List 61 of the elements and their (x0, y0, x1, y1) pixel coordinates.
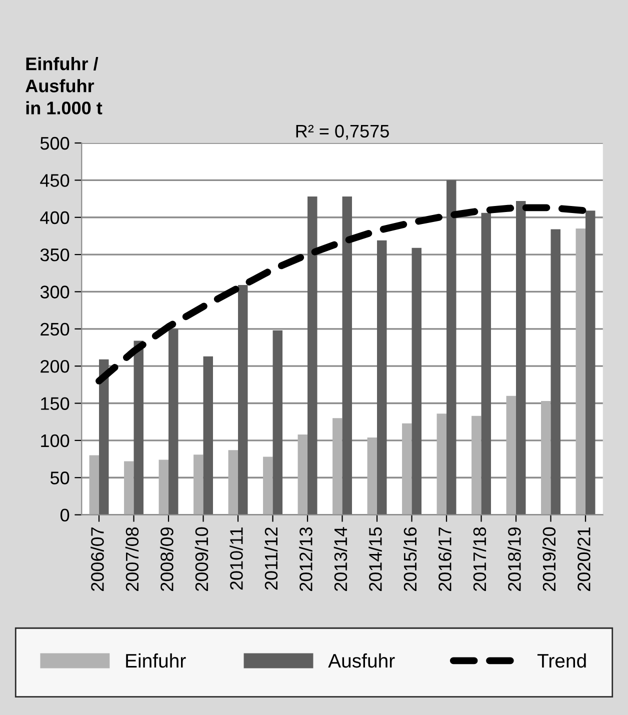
y-tick-label: 450 (40, 174, 70, 187)
y-tick-label: 400 (40, 211, 70, 224)
y-axis-title: Einfuhr / Ausfuhr in 1.000 t (26, 57, 102, 114)
bar (203, 356, 213, 515)
x-tick-label: 2009/10 (194, 527, 208, 591)
x-tick-label: 2007/08 (125, 527, 139, 591)
x-tick-label: 2012/13 (299, 527, 312, 591)
bar (194, 454, 204, 515)
text: R² = 0,7575 (296, 124, 389, 140)
x-tick-label: 2016/17 (438, 528, 452, 591)
bar (89, 455, 100, 515)
bar (586, 210, 596, 515)
bar (367, 437, 378, 515)
legend-label: Einfuhr (126, 653, 186, 668)
bar (436, 414, 447, 515)
x-tick-label: 2013/14 (334, 527, 348, 591)
legend-label: Ausfuhr (328, 653, 395, 668)
bar (481, 212, 491, 515)
x-tick-label: 2017/18 (472, 527, 486, 591)
x-tick-label: 2015/16 (403, 527, 417, 591)
bar (272, 330, 282, 515)
bar (377, 240, 387, 515)
x-tick-label: 2019/20 (542, 527, 556, 591)
y-tick-label: 200 (40, 360, 70, 373)
bar (342, 196, 352, 515)
y-tick-label: 250 (40, 322, 70, 336)
bar (516, 201, 526, 515)
bar (308, 196, 318, 515)
x-tick-label: 2006/07 (90, 528, 104, 591)
x-tick-label: 2014/15 (368, 527, 382, 591)
bar (332, 418, 342, 515)
bar (446, 180, 456, 515)
y-tick-label: 500 (40, 136, 70, 150)
x-tick-label: 2020/21 (577, 527, 590, 591)
bar (298, 434, 308, 515)
x-tick-label: 2008/09 (160, 527, 174, 591)
bar (550, 229, 560, 515)
y-tick-label: 150 (41, 397, 70, 410)
bar (124, 461, 134, 515)
bar (472, 416, 482, 515)
y-tick-label: 0 (60, 508, 70, 522)
y-tick-label: 300 (40, 286, 70, 298)
bar (402, 423, 412, 515)
bar (168, 328, 178, 515)
y-tick-label: 50 (50, 472, 70, 484)
bar (99, 359, 109, 515)
x-tick-label: 2011/12 (264, 528, 278, 590)
bar (576, 228, 586, 515)
x-tick-label: 2010/11 (230, 527, 243, 590)
bar (541, 401, 551, 515)
legend-label: Trend (537, 653, 586, 668)
bar (506, 396, 516, 515)
bar (158, 460, 169, 515)
bar (238, 285, 248, 515)
y-tick-label: 350 (40, 248, 70, 262)
bar (263, 456, 273, 515)
bar (412, 248, 422, 515)
bar (134, 340, 144, 515)
x-tick-label: 2018/19 (508, 527, 521, 591)
bar (228, 450, 238, 515)
y-tick-label: 100 (41, 434, 70, 448)
